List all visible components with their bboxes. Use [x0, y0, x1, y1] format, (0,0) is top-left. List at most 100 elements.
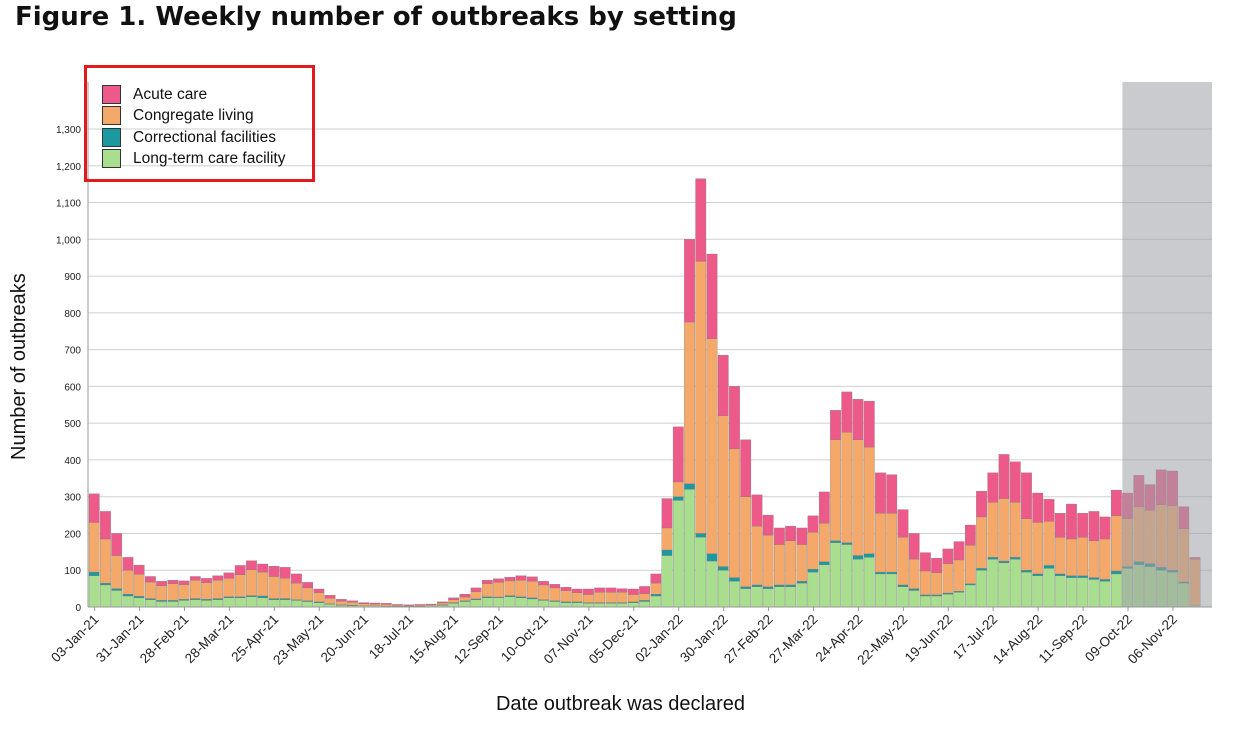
- bar-segment: [145, 576, 156, 583]
- bar-segment: [156, 600, 167, 602]
- bar-segment: [751, 525, 763, 586]
- bar-segment: [830, 439, 841, 541]
- legend: Acute care Congregate living Correctiona…: [84, 65, 315, 182]
- bar-segment: [796, 527, 808, 545]
- bar-segment: [953, 541, 965, 561]
- bar-segment: [863, 557, 875, 608]
- bar-segment: [538, 584, 549, 600]
- bar-segment: [111, 533, 123, 556]
- bar-segment: [863, 553, 875, 558]
- bar-segment: [111, 555, 123, 589]
- bar-segment: [729, 448, 740, 578]
- bar-segment: [1099, 516, 1111, 540]
- bar-segment: [998, 562, 1010, 608]
- bar-segment: [88, 575, 100, 608]
- bar-segment: [313, 602, 325, 608]
- y-tick-label: 400: [64, 456, 81, 467]
- bar-segment: [931, 557, 943, 573]
- bar-segment: [1043, 565, 1055, 569]
- bar-segment: [976, 568, 987, 571]
- bar-segment: [875, 513, 886, 573]
- bar-segment: [392, 605, 403, 607]
- x-tick-label: 27-Mar-22: [766, 612, 821, 667]
- bar-segment: [841, 542, 853, 545]
- bar-segment: [628, 602, 639, 608]
- bar-segment: [1066, 538, 1077, 576]
- legend-item-acute-care: Acute care: [102, 84, 207, 105]
- x-axis-label: Date outbreak was declared: [495, 693, 746, 715]
- bar-segment: [1110, 570, 1122, 575]
- bar-segment: [358, 603, 370, 607]
- bar-segment: [257, 597, 269, 608]
- bar-segment: [392, 604, 403, 606]
- y-tick-label: 100: [64, 566, 81, 577]
- bar-segment: [639, 593, 650, 601]
- bar-segment: [964, 524, 976, 546]
- bar-segment: [886, 571, 898, 575]
- bar-segment: [145, 581, 156, 599]
- bar-segment: [481, 597, 493, 608]
- bar-segment: [650, 582, 662, 595]
- bar-segment: [818, 523, 830, 562]
- bar-segment: [875, 472, 886, 514]
- bar-segment: [1054, 513, 1066, 538]
- bar-segment: [380, 604, 392, 607]
- bar-segment: [1099, 538, 1111, 580]
- y-tick-label: 300: [64, 493, 81, 504]
- bar-segment: [1032, 492, 1044, 523]
- bar-segment: [246, 596, 257, 608]
- bar-segment: [1043, 499, 1055, 522]
- x-tick-label: 19-Jun-22: [902, 612, 956, 666]
- legend-label: Long-term care facility: [133, 149, 286, 167]
- legend-item-long-term-care: Long-term care facility: [102, 148, 285, 169]
- bar-segment: [178, 599, 190, 601]
- x-tick-label: 20-Jun-21: [318, 612, 372, 666]
- bar-segment: [448, 603, 460, 608]
- bar-segment: [459, 593, 471, 598]
- bar-segment: [706, 338, 718, 554]
- bar-segment: [268, 599, 280, 608]
- bar-segment: [279, 599, 291, 608]
- bar-segment: [751, 584, 763, 587]
- bar-segment: [504, 596, 516, 608]
- bar-segment: [841, 544, 853, 608]
- bar-segment: [111, 588, 123, 591]
- bar-segment: [504, 595, 516, 597]
- bar-segment: [324, 595, 336, 599]
- bar-segment: [740, 496, 752, 587]
- bar-segment: [1009, 557, 1021, 560]
- bar-segment: [1110, 489, 1122, 516]
- bar-segment: [897, 536, 909, 586]
- bar-segment: [291, 600, 302, 608]
- figure-title: Figure 1. Weekly number of outbreaks by …: [15, 2, 737, 32]
- bar-segment: [785, 525, 796, 541]
- bar-segment: [695, 536, 707, 608]
- bar-segment: [470, 591, 482, 600]
- bar-segment: [729, 581, 740, 608]
- bar-segment: [223, 596, 235, 598]
- bar-segment: [100, 582, 111, 586]
- bar-segment: [1043, 568, 1055, 608]
- bar-segment: [987, 502, 999, 558]
- bar-segment: [785, 540, 796, 586]
- bar-segment: [616, 603, 628, 608]
- bar-segment: [1054, 575, 1066, 608]
- bar-segment: [650, 573, 662, 584]
- x-tick-label: 03-Jan-21: [48, 612, 102, 666]
- bar-segment: [302, 601, 313, 608]
- bar-segment: [695, 261, 707, 534]
- legend-swatch: [102, 128, 121, 147]
- bar-segment: [807, 532, 819, 570]
- bar-segment: [774, 586, 785, 608]
- bar-segment: [920, 594, 931, 597]
- bar-segment: [448, 599, 460, 603]
- bar-segment: [897, 584, 909, 587]
- bar-segment: [818, 491, 830, 524]
- bar-segment: [796, 581, 808, 584]
- bar-segment: [807, 515, 819, 533]
- bar-segment: [830, 410, 841, 440]
- bar-segment: [987, 559, 999, 608]
- bar-segment: [538, 600, 549, 608]
- bar-segment: [425, 604, 437, 607]
- bar-segment: [302, 587, 313, 601]
